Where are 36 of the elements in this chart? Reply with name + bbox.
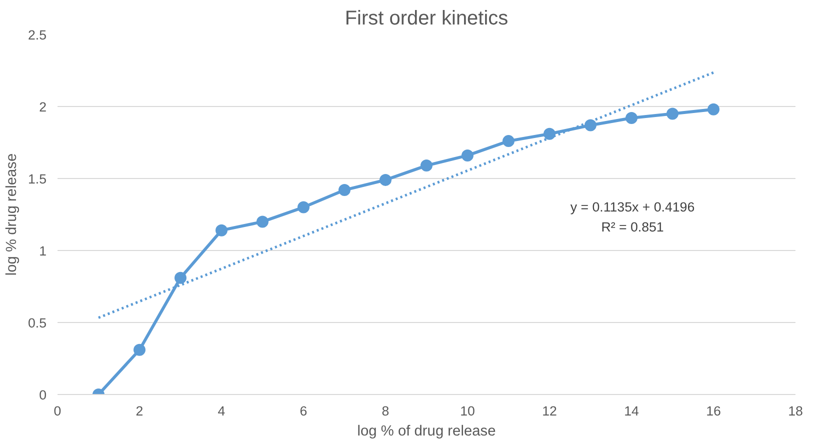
point xyxy=(584,119,596,132)
point xyxy=(338,184,350,196)
x-tick-label: 2 xyxy=(136,404,144,418)
point xyxy=(174,272,186,284)
point xyxy=(380,174,392,186)
point xyxy=(134,344,146,356)
point xyxy=(462,149,474,162)
annotation: y = 0.1135x + 0.4196 xyxy=(570,200,695,214)
x-tick-label: 14 xyxy=(624,404,640,418)
point xyxy=(256,216,268,228)
point xyxy=(666,108,678,120)
x-tick-label: 10 xyxy=(460,404,475,418)
y-tick-label: 1 xyxy=(39,244,47,258)
x-tick-label: 12 xyxy=(542,404,557,418)
point xyxy=(626,112,638,124)
y-tick-label: 0 xyxy=(39,388,47,402)
point xyxy=(298,201,310,214)
y-tick-label: 2.5 xyxy=(28,28,47,42)
annotation: R² = 0.851 xyxy=(601,220,664,234)
x-tick-label: 16 xyxy=(706,404,721,418)
point xyxy=(708,103,720,116)
point xyxy=(502,135,514,148)
x-tick-label: 6 xyxy=(300,404,308,418)
x-tick-label: 18 xyxy=(788,404,803,418)
x-tick-label: 4 xyxy=(218,404,226,418)
x-tick-label: 8 xyxy=(382,404,390,418)
y-axis-title: log % drug release xyxy=(4,153,20,276)
point xyxy=(544,128,556,140)
point xyxy=(216,224,228,236)
point xyxy=(420,160,432,172)
x-tick-label: 0 xyxy=(54,404,62,418)
y-tick-label: 2 xyxy=(39,100,47,114)
chart-title: First order kinetics xyxy=(344,8,508,30)
x-axis-title: log % of drug release xyxy=(357,424,496,440)
y-tick-label: 0.5 xyxy=(28,316,47,330)
y-tick-label: 1.5 xyxy=(28,172,47,186)
